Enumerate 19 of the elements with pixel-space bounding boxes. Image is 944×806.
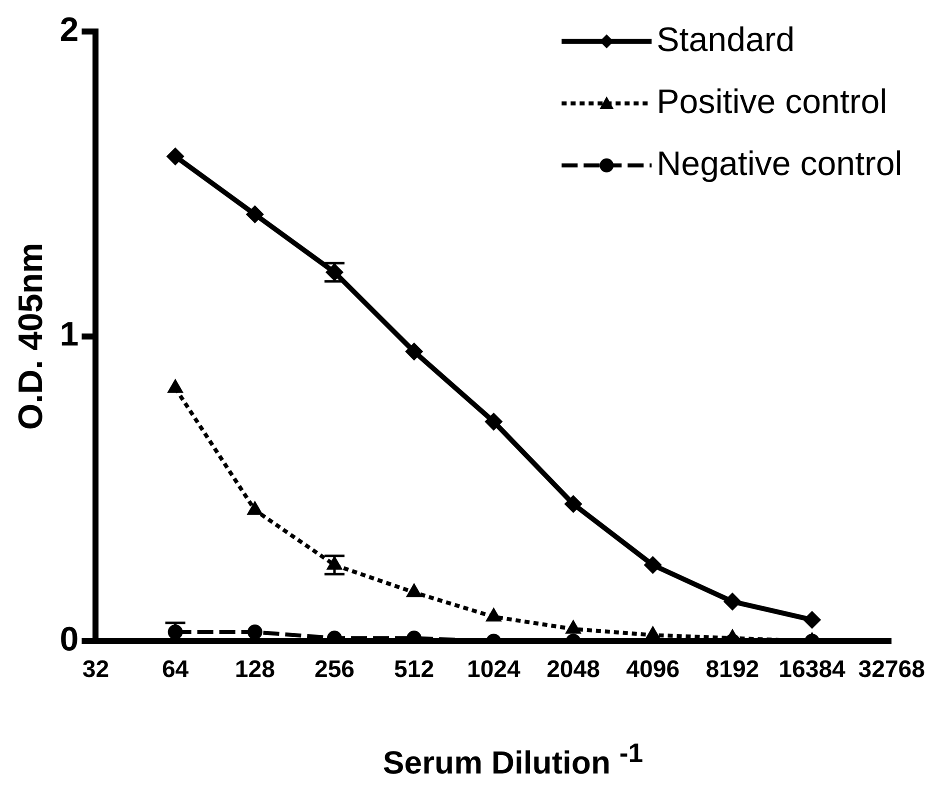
x-tick-label: 256 bbox=[314, 656, 355, 684]
x-tick-label: 128 bbox=[234, 656, 275, 684]
y-axis-title: O.D. 405nm bbox=[12, 242, 50, 430]
x-tick-label: 1024 bbox=[466, 656, 522, 684]
x-tick-label: 32 bbox=[82, 656, 110, 684]
x-tick-label: 4096 bbox=[626, 656, 680, 684]
legend-label: Standard bbox=[656, 20, 795, 59]
x-tick-label: 64 bbox=[162, 656, 190, 684]
x-tick-label: 16384 bbox=[778, 656, 846, 684]
legend-label: Positive control bbox=[656, 82, 888, 121]
y-tick-label: 2 bbox=[60, 10, 79, 49]
legend-label: Negative control bbox=[656, 144, 902, 183]
x-tick-label: 8192 bbox=[706, 656, 760, 684]
x-axis-title: Serum Dilution $^{-1}$ bbox=[382, 738, 644, 782]
x-tick-label: 32768 bbox=[858, 656, 926, 684]
x-tick-label: 2048 bbox=[546, 656, 600, 684]
y-tick-label: 0 bbox=[60, 620, 79, 659]
y-tick-label: 1 bbox=[60, 316, 79, 354]
x-tick-label: 512 bbox=[394, 656, 434, 684]
